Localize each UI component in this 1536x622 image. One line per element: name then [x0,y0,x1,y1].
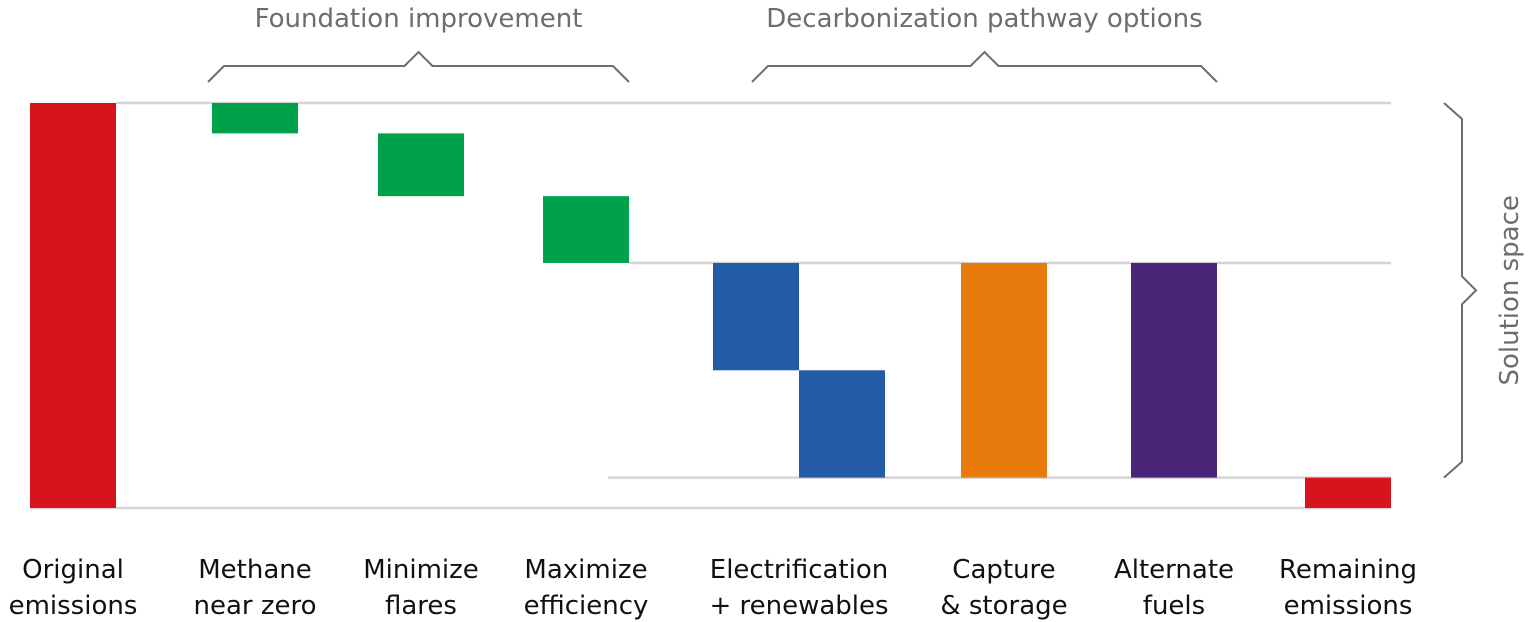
bar [212,103,298,134]
category-label-line: emissions [9,591,138,621]
category-label-line: Maximize [524,555,647,585]
category-label-line: + renewables [709,591,888,621]
category-label-line: & storage [940,591,1067,621]
category-label: Original emissions [9,555,138,621]
category-label-line: Electrification [710,555,888,585]
category-label-line: Minimize [363,555,479,585]
bar [543,196,629,263]
solution-space-bracket [1443,102,1478,479]
group-label: Decarbonization pathway options [766,4,1202,34]
category-label: Remaining emissions [1279,555,1417,621]
category-label-line: Original [22,555,124,585]
category-label: Alternate fuels [1114,555,1234,621]
category-label-line: fuels [1143,591,1205,621]
category-label-line: Remaining [1279,555,1417,585]
category-label: Minimize flares [363,555,479,621]
bar [378,133,464,197]
group-label: Foundation improvement [255,4,583,34]
category-label-line: Capture [952,555,1055,585]
category-label-line: emissions [1284,591,1413,621]
bar [1305,477,1391,508]
category-label-line: Alternate [1114,555,1234,585]
category-label: Electrification + renewables [709,555,888,621]
category-label-line: flares [385,591,457,621]
group-bracket [751,50,1218,83]
group-bracket [207,50,630,83]
bar [799,370,885,478]
solution-space-label: Solution space [1495,195,1525,385]
bar [961,262,1047,478]
bar [30,103,116,508]
bar [713,262,799,371]
category-label: Maximize efficiency [524,555,649,621]
category-label-line: Methane [198,555,312,585]
bar [1131,262,1217,478]
category-label-line: near zero [193,591,316,621]
category-label-line: efficiency [524,591,649,621]
category-label: Methane near zero [193,555,316,621]
category-label: Capture & storage [940,555,1067,621]
label-layer: Original emissions Methane near zero Minimiz… [9,555,1417,621]
bracket-layer: Foundation improvement Decarbonization pa… [207,4,1525,479]
bar-layer [30,103,1391,508]
